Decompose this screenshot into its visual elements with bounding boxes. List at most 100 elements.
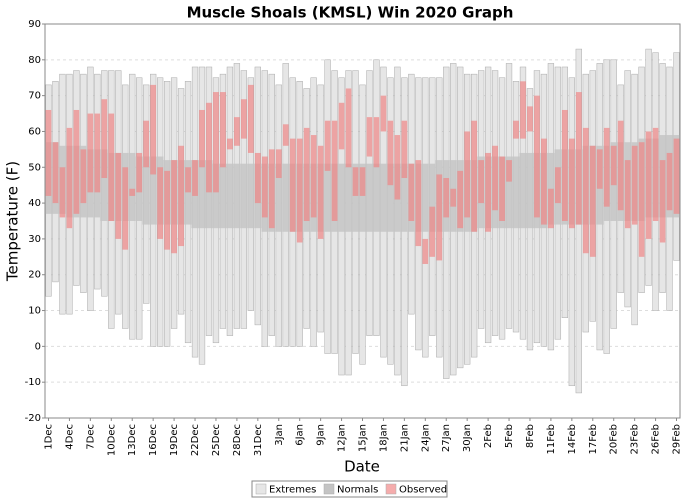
chart-title: Muscle Shoals (KMSL) Win 2020 Graph xyxy=(187,4,514,22)
observed-bar xyxy=(520,81,526,139)
observed-bar xyxy=(610,145,617,186)
observed-bar xyxy=(289,138,296,232)
normal-bar xyxy=(149,156,157,225)
x-tick-label: 25Dec xyxy=(211,424,222,456)
legend-swatch xyxy=(255,483,267,495)
observed-bar xyxy=(338,102,345,150)
observed-bar xyxy=(513,120,519,139)
normal-bar xyxy=(365,163,373,232)
normal-bar xyxy=(386,163,394,232)
observed-bar xyxy=(478,160,485,204)
y-tick-label: 80 xyxy=(28,55,41,66)
observed-bar xyxy=(387,120,394,186)
observed-bar xyxy=(548,188,554,229)
observed-bar xyxy=(450,188,457,207)
observed-bar xyxy=(471,120,478,232)
observed-bar xyxy=(666,152,673,211)
observed-bar xyxy=(561,109,568,221)
observed-bar xyxy=(499,156,505,221)
observed-bar xyxy=(568,138,575,229)
observed-bar xyxy=(115,152,122,239)
x-tick-label: 11Feb xyxy=(546,424,557,454)
y-tick-label: 90 xyxy=(28,19,41,30)
normal-bar xyxy=(338,163,346,232)
normal-bar xyxy=(100,149,108,221)
observed-bar xyxy=(234,117,240,146)
x-tick-label: 23Feb xyxy=(630,424,641,454)
x-tick-label: 22Dec xyxy=(190,424,201,456)
x-tick-label: 6Jan xyxy=(295,424,306,446)
observed-bar xyxy=(94,113,101,193)
normal-bar xyxy=(282,163,290,232)
x-tick-label: 4Dec xyxy=(64,424,75,450)
observed-bar xyxy=(73,109,80,214)
observed-bar xyxy=(534,95,540,218)
x-tick-label: 29Feb xyxy=(672,424,683,454)
normal-bar xyxy=(526,152,534,229)
observed-bar xyxy=(178,145,184,247)
normal-bar xyxy=(128,152,136,221)
observed-bar xyxy=(408,163,415,221)
observed-bar xyxy=(282,124,289,146)
x-tick-label: 27Jan xyxy=(441,424,452,452)
observed-bar xyxy=(108,113,115,221)
observed-bar xyxy=(268,149,275,229)
x-tick-label: 20Feb xyxy=(609,424,620,454)
observed-bar xyxy=(150,84,157,175)
observed-bar xyxy=(506,160,512,182)
x-tick-label: 16Dec xyxy=(148,424,159,456)
x-tick-label: 5Feb xyxy=(504,424,515,448)
observed-bar xyxy=(254,152,261,204)
observed-bar xyxy=(122,167,129,250)
legend-label: Normals xyxy=(337,485,378,496)
x-tick-label: 18Jan xyxy=(378,424,389,452)
x-tick-label: 21Jan xyxy=(399,424,410,452)
normal-bar xyxy=(247,163,255,229)
observed-bar xyxy=(638,142,645,257)
observed-bar xyxy=(227,138,233,150)
observed-bar xyxy=(220,92,226,168)
observed-bar xyxy=(652,127,659,221)
x-tick-label: 24Jan xyxy=(420,424,431,452)
y-tick-label: -10 xyxy=(25,377,41,388)
observed-bar xyxy=(164,170,171,250)
normal-bar xyxy=(219,163,227,229)
observed-bar xyxy=(554,167,561,204)
observed-bar xyxy=(240,99,247,139)
y-tick-label: 10 xyxy=(28,306,41,317)
observed-bar xyxy=(45,109,52,196)
observed-bar xyxy=(352,167,359,196)
observed-bar xyxy=(52,142,59,204)
observed-bar xyxy=(596,149,603,189)
observed-bar xyxy=(192,160,198,196)
normal-bar xyxy=(421,163,429,232)
normal-bar xyxy=(400,163,408,232)
observed-bar xyxy=(303,127,310,221)
normal-bar xyxy=(359,163,366,232)
observed-bar xyxy=(659,160,666,243)
x-tick-label: 26Feb xyxy=(651,424,662,454)
normal-bar xyxy=(372,163,380,232)
observed-bar xyxy=(603,127,610,207)
observed-bar xyxy=(464,131,471,218)
observed-bar xyxy=(247,84,254,153)
observed-bar xyxy=(582,127,589,254)
observed-bar xyxy=(443,178,450,218)
observed-bar xyxy=(624,160,631,229)
observed-bar xyxy=(527,106,533,132)
observed-bar xyxy=(631,145,638,225)
observed-bar xyxy=(87,113,94,193)
observed-bar xyxy=(143,120,150,168)
observed-bar xyxy=(317,145,324,239)
x-tick-label: 31Dec xyxy=(253,424,264,456)
observed-bar xyxy=(213,92,219,193)
observed-bar xyxy=(199,109,205,168)
observed-bar xyxy=(345,88,352,168)
legend: Extremes Normals Observed xyxy=(251,480,448,498)
observed-bar xyxy=(324,120,331,171)
y-tick-label: 20 xyxy=(28,270,41,281)
observed-bar xyxy=(575,92,582,225)
observed-bar xyxy=(366,117,373,157)
observed-bar xyxy=(589,145,596,257)
